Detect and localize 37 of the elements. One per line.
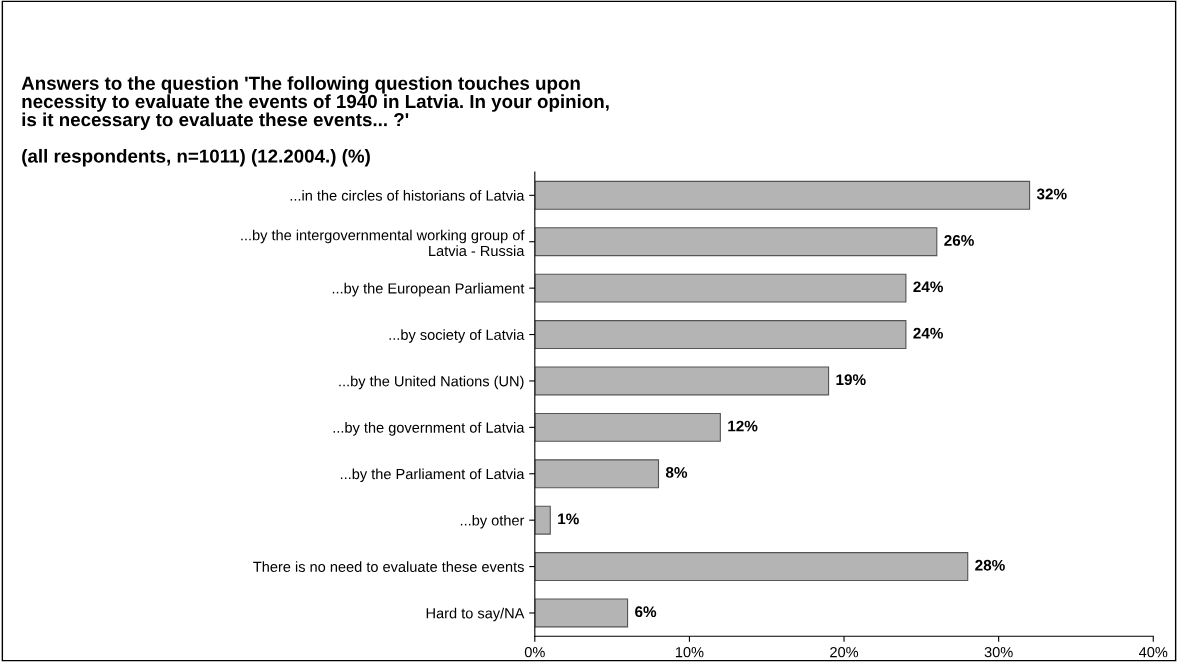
bar: [534, 273, 907, 303]
y-tick-label: ...by other: [460, 514, 525, 529]
data-label: 28%: [975, 559, 1005, 571]
y-tick-label: ...by the European Parliament: [332, 282, 525, 297]
data-label: 24%: [913, 327, 943, 339]
y-tick-label: ...in the circles of historians of Latvia: [290, 190, 525, 201]
data-label: 24%: [913, 281, 943, 293]
bar: [534, 180, 1031, 210]
x-tick-label: 10%: [675, 646, 704, 658]
x-tick-label: 40%: [1139, 646, 1168, 658]
bar: [534, 598, 629, 628]
data-label: 6%: [635, 606, 657, 618]
data-label: 1%: [558, 513, 579, 525]
y-tick-label: ...by the government of Latvia: [333, 422, 525, 436]
bar: [534, 412, 721, 442]
data-label: 12%: [728, 420, 758, 432]
bar: [534, 227, 938, 257]
y-tick-label: ...by the Parliament of Latvia: [340, 468, 525, 483]
bar: [534, 366, 830, 396]
data-label: 32%: [1036, 188, 1067, 200]
y-tick-label: ...by society of Latvia: [389, 329, 525, 343]
bar: [534, 505, 551, 535]
y-tick-label: There is no need to evaluate these events: [253, 561, 524, 572]
bar: [534, 552, 969, 582]
y-tick-label: ...by the United Nations (UN): [339, 375, 524, 390]
y-tick-label: ...by the intergovernmental working group of Latvia - Russia: [241, 229, 525, 257]
y-tick-label: Hard to say/NA: [426, 607, 525, 622]
text: Answers to the question 'The following question touches upon necessity to evaluate the events of 1940 in Latvia. In your opinion, is it necessary to evaluate these events... ?': [21, 76, 609, 131]
text: (all respondents, n=1011) (12.2004.) (%): [22, 148, 370, 167]
x-tick-label: 30%: [984, 646, 1013, 658]
data-label: 8%: [665, 467, 688, 478]
x-tick-label: 20%: [830, 646, 859, 658]
data-label: 19%: [836, 374, 866, 386]
data-label: 26%: [944, 235, 974, 246]
bar: [534, 320, 907, 350]
bar: [534, 459, 660, 489]
x-tick-label: 0%: [524, 646, 545, 658]
